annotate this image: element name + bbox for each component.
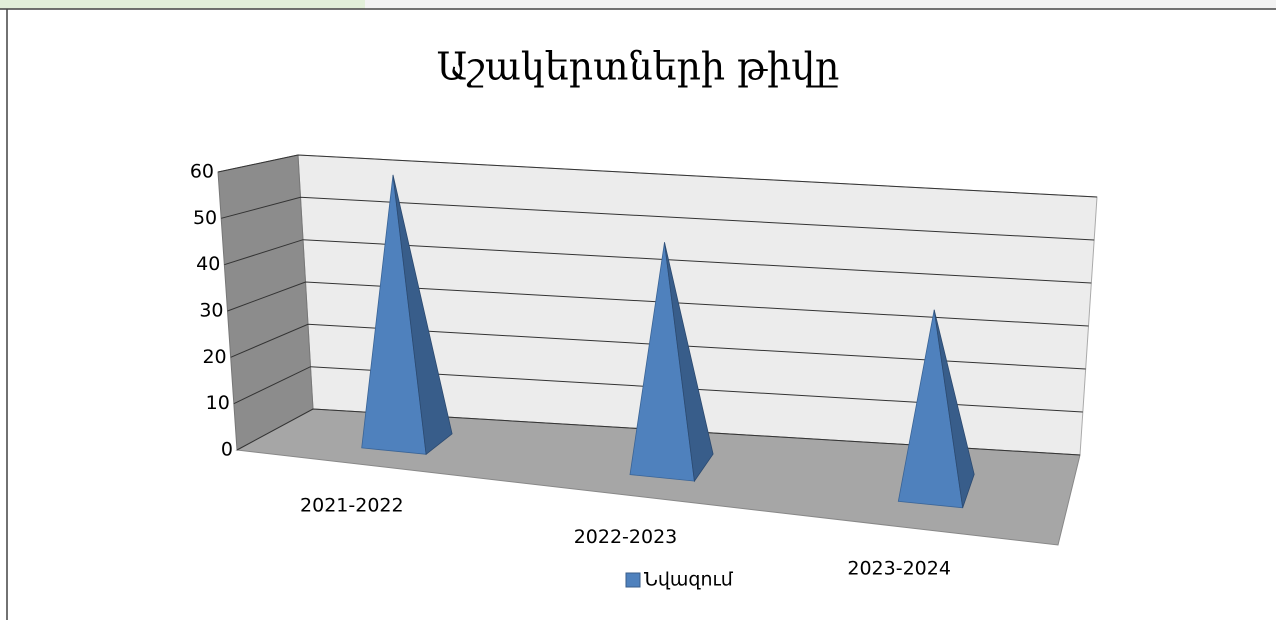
pyramid xyxy=(629,242,714,483)
y-tick-label: 30 xyxy=(199,300,223,322)
pyramid-side xyxy=(392,174,453,456)
pyramid xyxy=(897,309,975,509)
chart-title: Աշակերտների թիվը xyxy=(437,45,840,89)
pyramid-side xyxy=(664,242,714,483)
legend-label: Նվազում xyxy=(644,569,734,591)
legend-swatch xyxy=(625,572,641,588)
grid-line xyxy=(217,154,1098,198)
grid-line xyxy=(230,323,1086,370)
grid-line xyxy=(221,196,1095,241)
plot-area: 0 10 20 30 40 50 60 2021-2022 2022-2023 2023-2024 xyxy=(190,154,1098,580)
y-tick-label: 20 xyxy=(202,346,226,368)
grid-line xyxy=(236,408,1081,456)
side-wall xyxy=(217,154,314,451)
tab xyxy=(0,0,365,9)
pyramid xyxy=(361,174,453,456)
x-tick-label: 2022-2023 xyxy=(574,526,678,548)
y-tick-label: 60 xyxy=(190,161,214,183)
y-tick-label: 40 xyxy=(196,253,220,275)
tab-bar xyxy=(0,0,1276,9)
x-tick-label: 2023-2024 xyxy=(847,558,951,580)
y-tick-label: 50 xyxy=(193,207,217,229)
grid-line xyxy=(224,239,1092,284)
grid-line xyxy=(233,366,1083,413)
pyramid-side xyxy=(933,309,975,508)
grid-line xyxy=(227,281,1089,327)
x-tick-label: 2021-2022 xyxy=(300,494,404,516)
y-tick-label: 0 xyxy=(221,439,233,461)
y-tick-label: 10 xyxy=(206,392,230,414)
